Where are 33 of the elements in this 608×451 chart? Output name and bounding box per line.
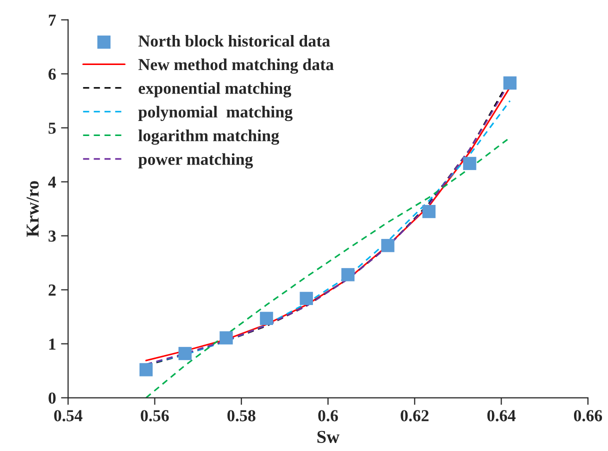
x-tick-label: 0.64 (487, 410, 516, 422)
point (463, 156, 476, 170)
point (139, 363, 153, 376)
x-tick-label: 0.62 (400, 410, 429, 422)
y-tick-label: 3 (48, 230, 56, 242)
point (178, 346, 192, 360)
point (503, 76, 517, 90)
x-tick-label: 0.54 (54, 410, 82, 422)
y-tick-label: 6 (48, 68, 56, 80)
legend-label: polynomial matching (138, 106, 293, 122)
legend-label: logarithm matching (138, 130, 280, 145)
legend-label: North block historical data (138, 34, 330, 47)
x-tick-label: 0.6 (318, 410, 338, 422)
y-tick-label: 0 (48, 392, 56, 404)
x-tick-label: 0.56 (140, 410, 169, 422)
legend-label: New method matching data (138, 58, 334, 74)
y-tick-label: 5 (48, 122, 56, 134)
y-axis-title: Krw/ro (26, 181, 39, 237)
point (341, 268, 355, 282)
point (422, 204, 436, 218)
point (381, 238, 394, 252)
x-tick-label: 0.66 (574, 410, 602, 422)
point (300, 292, 313, 306)
x-axis-title: Sw (317, 430, 340, 443)
legend-label: exponential matching (138, 82, 292, 98)
y-tick-label: 4 (48, 176, 56, 188)
legend-label: power matching (138, 153, 253, 168)
point (260, 312, 274, 326)
point (220, 331, 233, 344)
y-tick-label: 1 (49, 338, 56, 350)
y-tick-label: 7 (48, 14, 56, 26)
y-tick-label: 2 (48, 284, 56, 296)
x-tick-label: 0.58 (227, 410, 256, 422)
